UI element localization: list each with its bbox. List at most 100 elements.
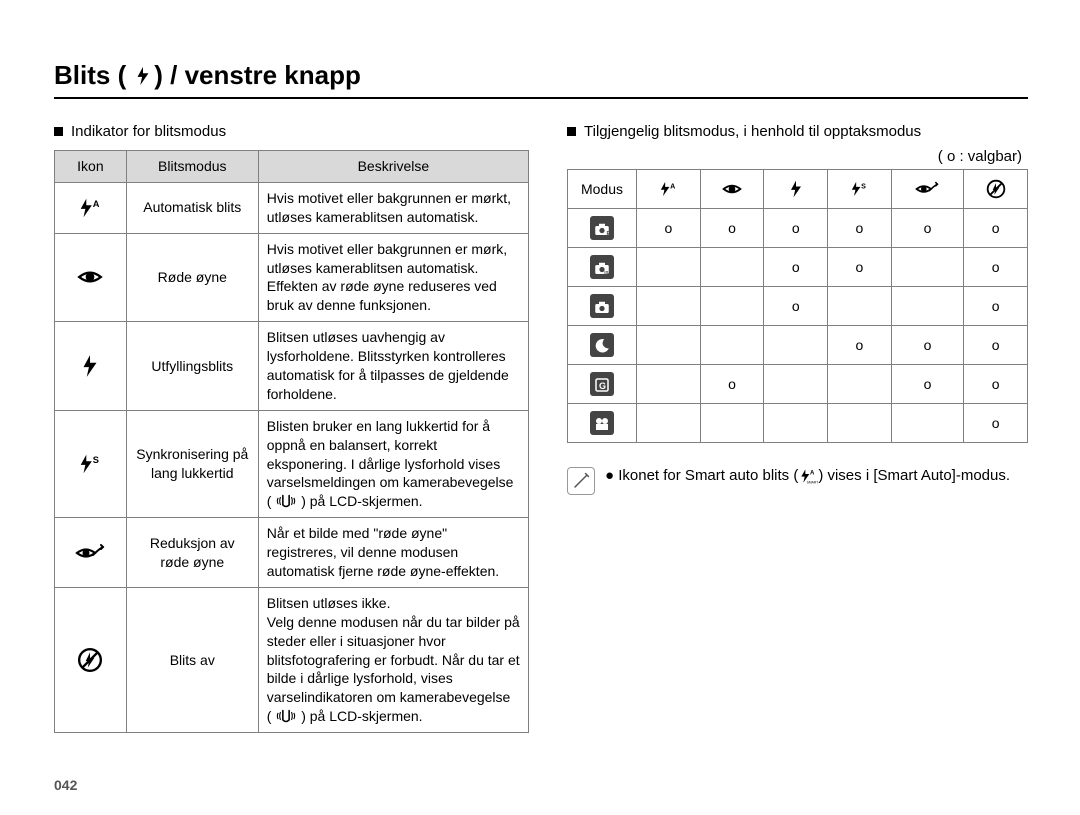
matrix-cell xyxy=(891,248,963,287)
title-suffix: ) / venstre knapp xyxy=(154,60,361,91)
cam-m-mode-icon xyxy=(568,287,637,326)
desc-row: UtfyllingsblitsBlitsen utløses uavhengig… xyxy=(55,322,529,411)
matrix-cell xyxy=(828,365,892,404)
mode-description: Blisten bruker en lang lukkertid for å o… xyxy=(258,410,528,517)
matrix-cell xyxy=(700,404,764,443)
redeye-fix-col-icon xyxy=(891,170,963,209)
th-desc: Beskrivelse xyxy=(258,151,528,183)
flash-off-col-icon xyxy=(964,170,1028,209)
matrix-cell: o xyxy=(764,287,828,326)
mode-description: Blitsen utløses ikke.Velg denne modusen … xyxy=(258,587,528,732)
note-box: ● Ikonet for Smart auto blits (ASMART) v… xyxy=(567,467,1028,495)
matrix-cell: o xyxy=(828,209,892,248)
shake-icon xyxy=(275,708,297,724)
matrix-row: Gooo xyxy=(568,365,1028,404)
matrix-cell: o xyxy=(964,365,1028,404)
flash-fill-icon xyxy=(55,322,127,411)
matrix-cell xyxy=(828,287,892,326)
matrix-cell xyxy=(700,248,764,287)
mode-name: Blits av xyxy=(126,587,258,732)
redeye-icon xyxy=(55,233,127,322)
svg-text:S: S xyxy=(93,455,99,465)
cam-is-mode-icon: IS xyxy=(568,248,637,287)
bullet-icon xyxy=(54,127,63,136)
matrix-cell: o xyxy=(964,209,1028,248)
matrix-row: ISooo xyxy=(568,248,1028,287)
matrix-row: o xyxy=(568,404,1028,443)
matrix-cell xyxy=(637,326,701,365)
matrix-cell xyxy=(764,404,828,443)
flash-slow-icon: S xyxy=(55,410,127,517)
svg-text:S: S xyxy=(862,182,867,190)
svg-text:A: A xyxy=(810,471,815,477)
flash-slow-col-icon: S xyxy=(828,170,892,209)
matrix-row: Poooooo xyxy=(568,209,1028,248)
matrix-cell: o xyxy=(964,287,1028,326)
matrix-cell: o xyxy=(764,248,828,287)
svg-text:P: P xyxy=(607,231,611,237)
matrix-cell xyxy=(891,287,963,326)
matrix-cell: o xyxy=(891,209,963,248)
svg-text:G: G xyxy=(599,381,606,391)
matrix-cell xyxy=(637,365,701,404)
title-prefix: Blits ( xyxy=(54,60,126,91)
note-text: ● Ikonet for Smart auto blits (ASMART) v… xyxy=(605,467,1010,484)
flash-auto-icon: A xyxy=(55,182,127,233)
mode-name: Automatisk blits xyxy=(126,182,258,233)
bullet-icon xyxy=(567,127,576,136)
th-modus: Modus xyxy=(568,170,637,209)
svg-text:IS: IS xyxy=(604,270,608,275)
flash-mode-table: Ikon Blitsmodus Beskrivelse A Automatisk … xyxy=(54,150,529,733)
page-title: Blits ( ) / venstre knapp xyxy=(54,60,1028,99)
matrix-cell xyxy=(828,404,892,443)
matrix-cell: o xyxy=(891,365,963,404)
matrix-cell xyxy=(891,404,963,443)
desc-row: S Synkronisering på lang lukkertidBlisten… xyxy=(55,410,529,517)
movie-mode-icon xyxy=(568,404,637,443)
page-number: 042 xyxy=(54,777,77,793)
redeye-fix-icon xyxy=(55,518,127,588)
mode-name: Synkronisering på lang lukkertid xyxy=(126,410,258,517)
matrix-cell: o xyxy=(891,326,963,365)
mode-name: Reduksjon av røde øyne xyxy=(126,518,258,588)
legend-text: ( o : valgbar) xyxy=(567,148,1022,165)
redeye-col-icon xyxy=(700,170,764,209)
desc-row: Røde øyneHvis motivet eller bakgrunnen e… xyxy=(55,233,529,322)
matrix-cell xyxy=(637,404,701,443)
left-heading: Indikator for blitsmodus xyxy=(54,123,529,140)
matrix-cell: o xyxy=(700,209,764,248)
matrix-cell xyxy=(764,326,828,365)
matrix-row: oo xyxy=(568,287,1028,326)
night-mode-icon xyxy=(568,326,637,365)
flash-off-icon xyxy=(55,587,127,732)
matrix-cell xyxy=(700,287,764,326)
mode-description: Blitsen utløses uavhengig av lysforholde… xyxy=(258,322,528,411)
matrix-cell: o xyxy=(964,326,1028,365)
right-heading: Tilgjengelig blitsmodus, i henhold til o… xyxy=(567,123,1028,140)
svg-text:SMART: SMART xyxy=(807,480,818,484)
matrix-cell xyxy=(700,326,764,365)
flash-icon xyxy=(132,65,154,87)
svg-text:A: A xyxy=(93,199,100,209)
matrix-cell xyxy=(637,287,701,326)
matrix-cell: o xyxy=(828,248,892,287)
desc-row: Reduksjon av røde øyneNår et bilde med "… xyxy=(55,518,529,588)
shake-icon xyxy=(275,493,297,509)
availability-matrix: ModusAS PooooooISooooooooGoooo xyxy=(567,169,1028,443)
th-mode: Blitsmodus xyxy=(126,151,258,183)
matrix-cell: o xyxy=(637,209,701,248)
mode-description: Hvis motivet eller bakgrunnen er mørkt, … xyxy=(258,182,528,233)
flash-fill-col-icon xyxy=(764,170,828,209)
matrix-cell: o xyxy=(764,209,828,248)
desc-row: Blits avBlitsen utløses ikke.Velg denne … xyxy=(55,587,529,732)
mode-description: Hvis motivet eller bakgrunnen er mørk, u… xyxy=(258,233,528,322)
matrix-row: ooo xyxy=(568,326,1028,365)
mode-name: Utfyllingsblits xyxy=(126,322,258,411)
guide-mode-icon: G xyxy=(568,365,637,404)
mode-name: Røde øyne xyxy=(126,233,258,322)
th-ikon: Ikon xyxy=(55,151,127,183)
matrix-cell: o xyxy=(964,404,1028,443)
matrix-cell xyxy=(764,365,828,404)
matrix-cell: o xyxy=(964,248,1028,287)
desc-row: A Automatisk blitsHvis motivet eller bakg… xyxy=(55,182,529,233)
